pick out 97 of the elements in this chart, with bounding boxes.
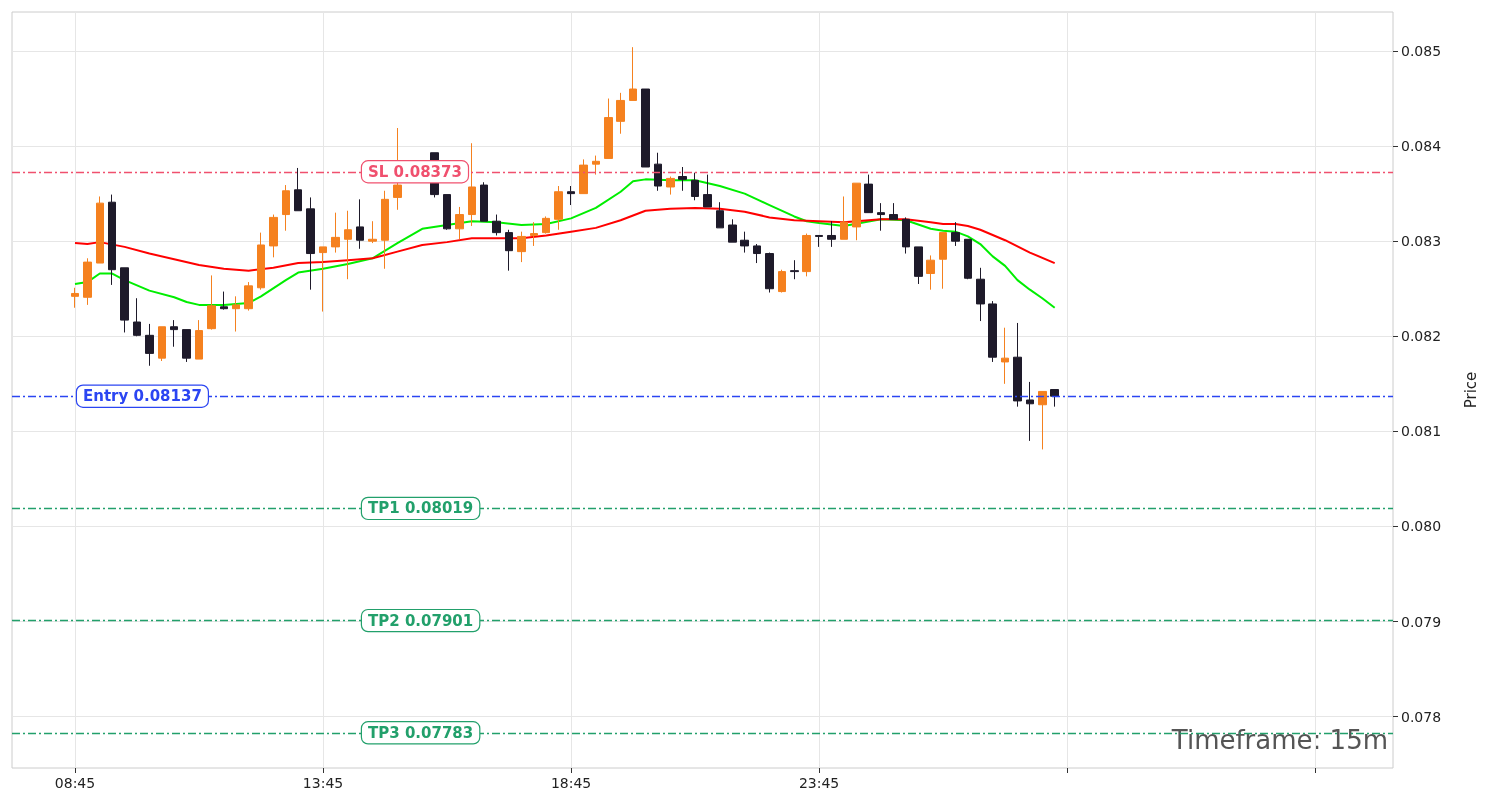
candlestick [641,88,650,168]
candlestick [294,167,302,212]
candlestick [232,295,240,333]
candlestick [778,269,786,294]
candlestick [145,323,154,367]
candlestick [182,329,191,363]
ref-line-label: SL 0.08373 [368,162,462,181]
candlestick [492,214,501,236]
candlestick [244,281,253,312]
candlestick [505,229,513,272]
candlestick [1026,381,1034,442]
y-tick-label: 0.081 [1401,423,1442,440]
y-tick-label: 0.079 [1401,613,1442,630]
candlestick [802,233,811,277]
candlestick [579,158,588,195]
candlestick [629,46,637,101]
candlestick [306,196,315,291]
candlestick [616,92,625,135]
candlestick [220,291,228,311]
annotation: Timeframe: 15m [1170,725,1389,755]
candlestick [356,198,364,250]
candlestick [158,326,166,362]
x-tick-label: 13:45 [302,775,344,791]
candlestick [368,220,377,244]
candlestick [740,231,749,254]
candlestick [96,195,104,264]
candlestick [517,231,526,263]
candlestick [840,195,848,240]
candlestick [468,142,476,227]
candlestick [716,201,724,229]
line-series [74,206,1056,272]
y-axis-title: Price [1461,371,1480,409]
candlestick [926,254,935,291]
x-tick-label: 23:45 [798,775,840,791]
candlestick [480,181,488,222]
y-tick-label: 0.078 [1401,708,1442,725]
candlestick [592,155,600,176]
candlestick [988,300,997,363]
candlestick [877,202,885,232]
candlestick [207,274,216,331]
candlestick [964,238,972,280]
x-tick-label: 18:45 [550,775,592,791]
candlestick [195,319,203,360]
candlestick [604,98,613,159]
y-tick-label: 0.084 [1401,138,1442,155]
candlestick [703,174,712,208]
y-tick-label: 0.080 [1401,518,1442,535]
candlestick [530,221,538,247]
candlestick [381,190,389,270]
candlestick [269,214,278,258]
candlestick [654,152,662,192]
ref-line-label: TP3 0.07783 [368,723,474,742]
candlestick [331,212,340,254]
candlestick [728,218,737,243]
ref-line-label: TP1 0.08019 [368,499,474,518]
candlestick [443,194,451,231]
x-tick-label: 08:45 [54,775,96,791]
candlestick [1001,327,1009,385]
candlestick [914,246,923,285]
candlestick [889,202,898,220]
candlestick [691,172,699,201]
candlestick [765,252,774,294]
candlestick [678,166,687,192]
y-tick-label: 0.085 [1401,42,1442,59]
line-series [74,178,1056,309]
candlestick [951,221,960,247]
candlestick [554,185,563,231]
candlestick [864,174,873,214]
candlestick [815,234,823,248]
candlestick [753,243,761,264]
ref-line-label: TP2 0.07901 [368,611,474,630]
candlestick [852,182,861,241]
candlestick [542,215,550,235]
candlestick [790,259,799,280]
candlestick [108,194,116,286]
candlestick [71,287,79,309]
candlestick [455,206,464,240]
y-tick-label: 0.083 [1401,233,1442,250]
candlestick [827,220,836,248]
candlestick [133,297,141,337]
candlestick [257,232,265,291]
candlestick [902,216,910,255]
candlestick [976,267,985,322]
candlestick [319,246,327,313]
candlestick [939,232,947,290]
candlestick [120,267,129,333]
candlestick [282,184,290,232]
candlestick [170,319,178,348]
ref-line-label: Entry 0.08137 [83,387,202,406]
y-tick-label: 0.082 [1401,328,1442,345]
candlestick [1013,322,1022,408]
candlestick [344,210,352,280]
candlestick [567,185,575,206]
candlestick [1038,390,1047,450]
candlestick [666,176,675,196]
candlestick [83,257,92,306]
candlestick [1050,389,1059,408]
